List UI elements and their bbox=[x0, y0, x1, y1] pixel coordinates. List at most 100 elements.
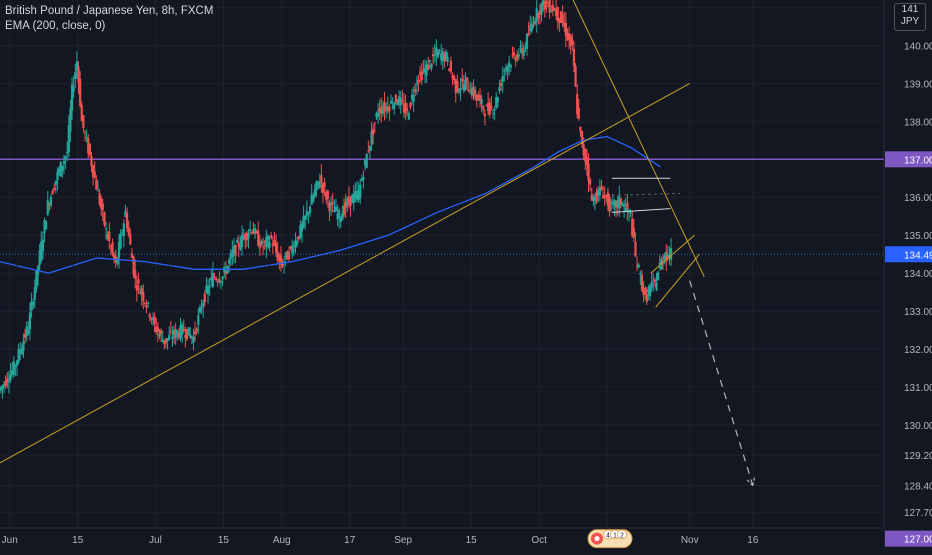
time-tick-label: 17 bbox=[344, 535, 356, 546]
candle-body bbox=[83, 132, 87, 134]
price-tick-label: 136.000 bbox=[904, 193, 932, 204]
candle-body bbox=[77, 66, 80, 83]
candle-body bbox=[527, 33, 530, 35]
price-tick-label: 129.200 bbox=[904, 451, 932, 462]
candle-body bbox=[7, 381, 11, 383]
candle-body bbox=[323, 182, 326, 188]
candle-body bbox=[555, 8, 558, 17]
candle-body bbox=[320, 175, 323, 183]
candle-body bbox=[74, 72, 77, 79]
candle-body bbox=[504, 67, 508, 69]
candle-body bbox=[422, 69, 425, 72]
candle-body bbox=[585, 157, 589, 166]
candle-body bbox=[579, 126, 582, 132]
candle-body bbox=[389, 100, 393, 104]
candle-body bbox=[22, 341, 25, 351]
candle-body bbox=[184, 334, 187, 338]
candle-body bbox=[346, 199, 349, 206]
candle-body bbox=[30, 301, 33, 311]
candle-body bbox=[281, 263, 284, 267]
time-tick-label: Oct bbox=[531, 535, 547, 546]
candle-body bbox=[237, 242, 240, 247]
candle-body bbox=[284, 252, 287, 258]
candle-body bbox=[634, 242, 637, 257]
candle-body bbox=[117, 242, 121, 259]
candle-body bbox=[80, 105, 83, 122]
candle-body bbox=[537, 13, 540, 18]
candle-body bbox=[572, 48, 576, 67]
candle-body bbox=[357, 190, 360, 201]
candle-body bbox=[325, 192, 328, 200]
candle-body bbox=[517, 54, 521, 57]
candle-body bbox=[556, 6, 559, 21]
candle-body bbox=[469, 92, 472, 94]
candle-body bbox=[253, 228, 257, 235]
price-axis-bg bbox=[884, 0, 932, 550]
candle-body bbox=[580, 130, 584, 145]
candle-body bbox=[601, 195, 605, 199]
candle-body bbox=[496, 97, 499, 103]
candle-body bbox=[182, 328, 185, 332]
candle-body bbox=[372, 129, 375, 135]
candle-body bbox=[245, 232, 249, 240]
candle-body bbox=[308, 206, 312, 213]
currency-badge[interactable]: 141 JPY bbox=[894, 3, 926, 31]
candle-body bbox=[143, 302, 147, 304]
candle-body bbox=[93, 171, 96, 178]
candle-body bbox=[428, 60, 431, 62]
candle-body bbox=[592, 196, 595, 202]
candle-body bbox=[665, 251, 668, 260]
candle-body bbox=[443, 54, 446, 62]
candle-body bbox=[430, 64, 433, 69]
candle-body bbox=[250, 232, 253, 234]
candle-body bbox=[224, 271, 227, 275]
candle-body bbox=[566, 32, 569, 41]
candle-body bbox=[616, 200, 619, 207]
candle-body bbox=[67, 125, 70, 153]
candle-body bbox=[116, 258, 119, 265]
candle-body bbox=[11, 369, 14, 375]
candle-body bbox=[125, 212, 129, 229]
candle-body bbox=[386, 106, 389, 112]
candle-body bbox=[268, 242, 271, 248]
candle-body bbox=[169, 331, 172, 333]
projection-arrow-line bbox=[689, 280, 754, 486]
candle-body bbox=[153, 316, 156, 324]
candle-body bbox=[561, 14, 564, 24]
candle-body bbox=[164, 338, 168, 343]
candle-body bbox=[72, 86, 75, 92]
candle-body bbox=[491, 112, 495, 114]
candle-body bbox=[535, 8, 538, 22]
candle-body bbox=[569, 35, 572, 47]
candle-body bbox=[451, 75, 454, 79]
candle-body bbox=[553, 10, 556, 12]
candle-body bbox=[326, 190, 329, 199]
candle-body bbox=[587, 163, 590, 182]
candle-body bbox=[104, 228, 108, 230]
candle-body bbox=[321, 183, 325, 193]
candle-body bbox=[219, 281, 223, 283]
candle-body bbox=[121, 232, 124, 234]
candle-body bbox=[202, 302, 205, 308]
time-tick-label: 15 bbox=[466, 535, 478, 546]
candle-body bbox=[198, 307, 202, 313]
candle-body bbox=[193, 331, 197, 334]
candle-body bbox=[444, 51, 448, 59]
candle-body bbox=[129, 234, 132, 245]
candle-body bbox=[459, 88, 462, 91]
candle-body bbox=[260, 240, 263, 245]
candle-body bbox=[64, 156, 67, 159]
candle-body bbox=[279, 255, 283, 267]
candle-body bbox=[613, 200, 616, 207]
candle-body bbox=[304, 215, 307, 220]
candle-body bbox=[584, 149, 587, 162]
candle-body bbox=[461, 78, 464, 82]
candle-body bbox=[383, 102, 386, 112]
candle-body bbox=[312, 195, 315, 202]
candle-body bbox=[657, 272, 660, 281]
indicator-label: EMA (200, close, 0) bbox=[5, 20, 106, 32]
candle-body bbox=[232, 246, 236, 256]
candle-body bbox=[101, 203, 104, 211]
